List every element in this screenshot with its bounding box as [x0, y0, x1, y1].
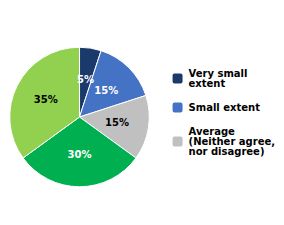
- svg-text:Very small: Very small: [188, 68, 248, 79]
- svg-text:30%: 30%: [68, 149, 92, 160]
- svg-text:(Neither agree,: (Neither agree,: [188, 136, 275, 147]
- svg-text:35%: 35%: [34, 94, 58, 105]
- svg-text:nor disagree): nor disagree): [189, 146, 265, 157]
- svg-text:Small extent: Small extent: [189, 102, 261, 113]
- svg-text:5%: 5%: [77, 74, 94, 85]
- svg-text:extent: extent: [189, 78, 226, 89]
- svg-text:15%: 15%: [94, 85, 118, 96]
- svg-text:Average: Average: [188, 126, 235, 137]
- svg-text:15%: 15%: [105, 117, 129, 128]
